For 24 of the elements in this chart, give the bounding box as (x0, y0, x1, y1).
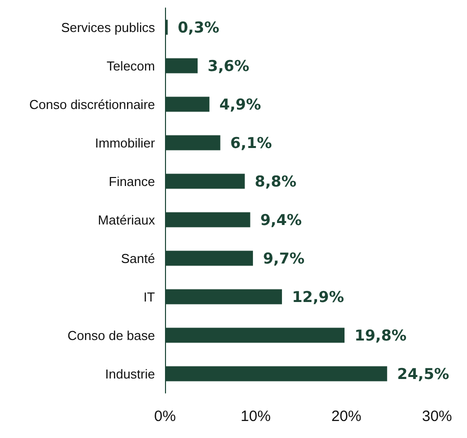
data-label: 24,5% (397, 364, 450, 383)
x-tick-label: 30% (422, 408, 452, 425)
data-label: 3,6% (208, 56, 250, 75)
x-tick-label: 20% (331, 408, 362, 425)
data-label: 19,8% (354, 326, 407, 344)
y-tick-label: Finance (108, 174, 155, 189)
y-tick-label: Services publics (61, 20, 156, 35)
data-label: 0,3% (178, 18, 220, 36)
y-tick-label: Conso de base (68, 328, 155, 343)
y-tick-label: Matériaux (98, 212, 156, 228)
data-label: 6,1% (230, 134, 272, 152)
y-tick-label: Telecom (106, 58, 155, 74)
y-tick-label: Conso discrétionnaire (29, 96, 155, 112)
x-tick-label: 0% (154, 408, 176, 425)
y-tick-label: Industrie (105, 366, 155, 382)
data-label: 9,4% (260, 210, 302, 229)
y-tick-label: IT (143, 289, 156, 304)
data-label: 9,7% (262, 249, 305, 268)
data-label: 12,9% (292, 288, 344, 306)
data-label: 4,9% (219, 95, 262, 114)
y-tick-label: Santé (121, 250, 155, 266)
y-tick-label: Immobilier (95, 135, 156, 150)
x-tick-label: 10% (240, 408, 271, 425)
data-label: 8,8% (254, 172, 296, 190)
